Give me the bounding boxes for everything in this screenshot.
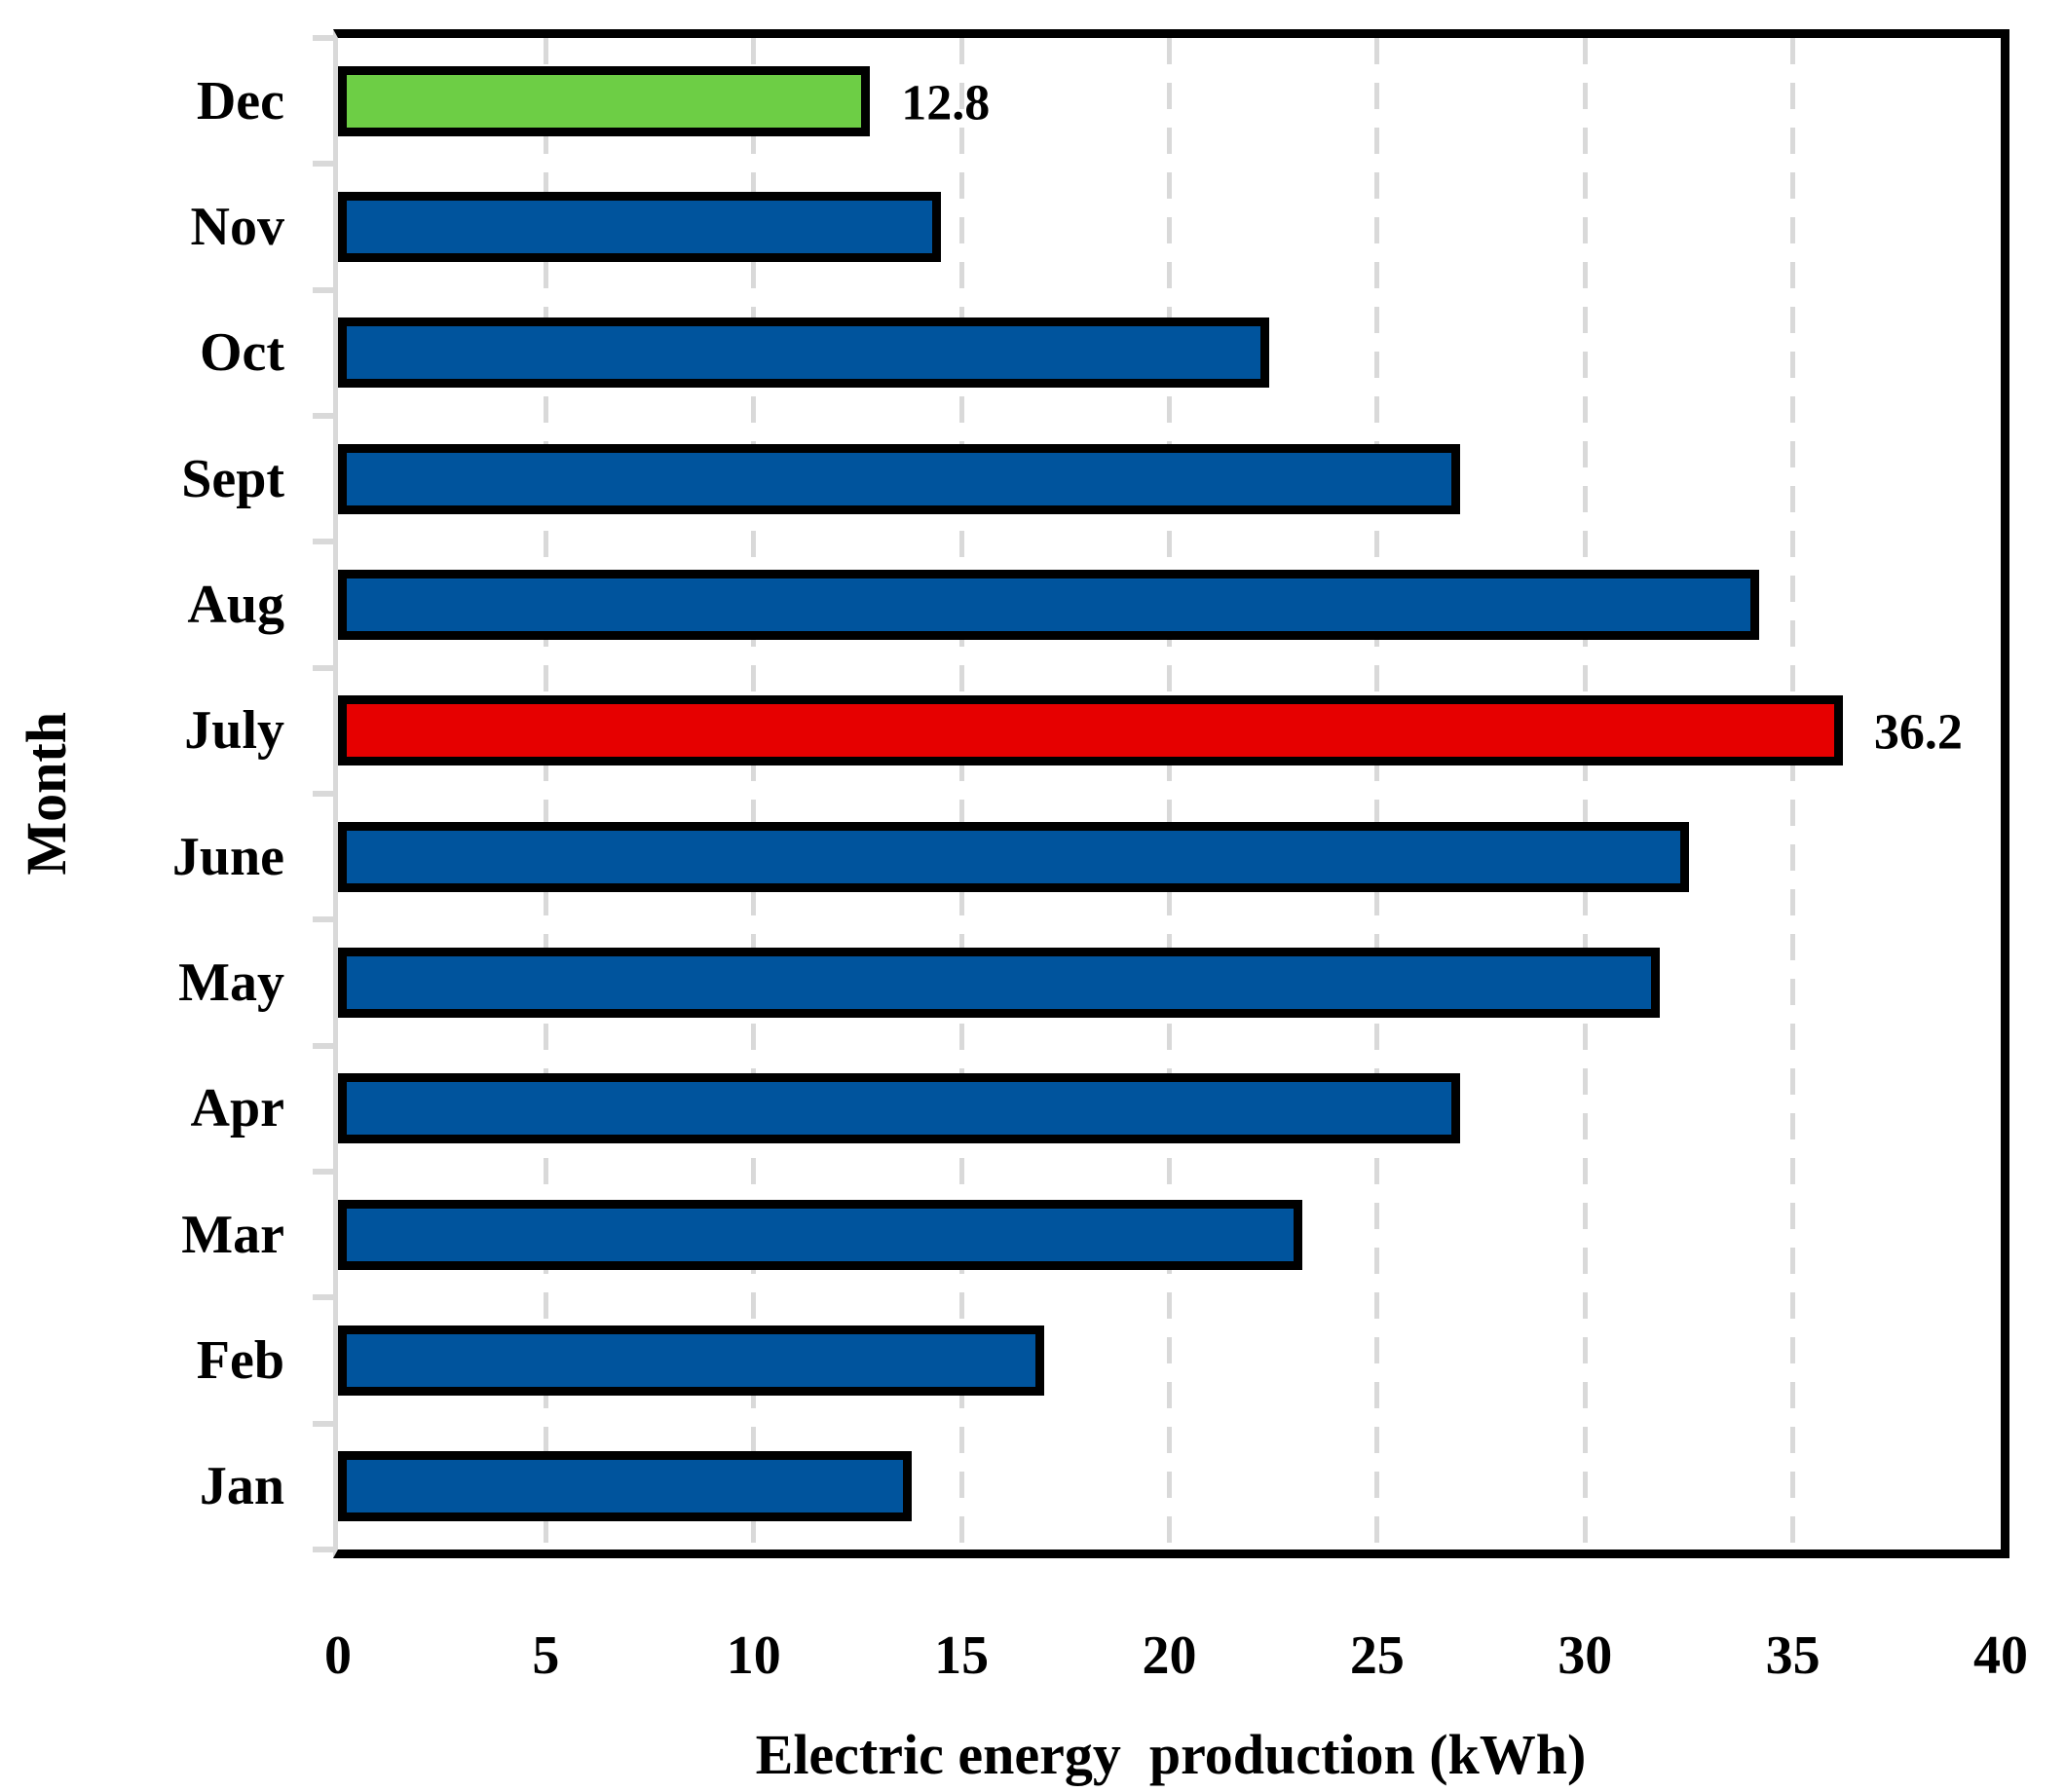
y-category-label-mar: Mar: [181, 1204, 284, 1265]
y-category-label-apr: Apr: [190, 1078, 284, 1139]
y-axis-tick: [313, 1420, 333, 1427]
bar-nov: [338, 192, 941, 262]
x-tick-label-5: 5: [532, 1625, 560, 1686]
y-category-label-sept: Sept: [181, 448, 284, 509]
y-axis-tick: [313, 286, 333, 293]
bar-mar: [338, 1199, 1303, 1270]
y-axis-tick: [313, 916, 333, 923]
y-axis-tick: [313, 1547, 333, 1552]
x-tick-label-35: 35: [1765, 1625, 1821, 1686]
x-axis-title: Electric energy production (kWh): [755, 1723, 1587, 1786]
x-tick-label-30: 30: [1558, 1625, 1613, 1686]
y-axis-title-text: Month: [15, 712, 78, 876]
y-category-label-may: May: [178, 952, 284, 1013]
y-axis-tick: [313, 791, 333, 797]
bar-value-label-july: 36.2: [1873, 704, 1963, 761]
gridline-x-30: [1582, 38, 1588, 1549]
y-category-label-dec: Dec: [196, 70, 284, 131]
bar-may: [338, 948, 1661, 1018]
gridline-x-15: [958, 38, 964, 1549]
bar-sept: [338, 443, 1461, 514]
bar-aug: [338, 570, 1760, 640]
x-axis-tick-labels: 0 5 10 15 20 25 30 35 40: [0, 1624, 2065, 1702]
y-category-label-june: June: [171, 826, 284, 887]
y-category-label-oct: Oct: [199, 322, 284, 384]
y-axis-tick: [313, 664, 333, 671]
bar-value-label-dec: 12.8: [901, 75, 991, 131]
gridline-x-35: [1790, 38, 1796, 1549]
bar-jan: [338, 1451, 912, 1522]
x-tick-label-20: 20: [1142, 1625, 1197, 1686]
y-axis-title: Month: [14, 712, 79, 876]
bar-feb: [338, 1325, 1045, 1396]
y-axis-tick: [313, 539, 333, 545]
plot-area: 12.8 36.2: [313, 29, 2009, 1558]
y-axis-tick: [313, 413, 333, 419]
gridline-x-10: [751, 38, 757, 1549]
bar-oct: [338, 317, 1269, 389]
y-axis-tick: [313, 1294, 333, 1301]
y-category-label-jan: Jan: [199, 1456, 284, 1517]
y-category-label-feb: Feb: [196, 1330, 284, 1391]
y-axis-tick: [313, 1169, 333, 1175]
bar-apr: [338, 1073, 1461, 1144]
y-axis-tick: [313, 161, 333, 168]
y-axis-tick: [313, 1042, 333, 1049]
y-category-label-july: July: [184, 700, 284, 762]
x-tick-label-0: 0: [324, 1625, 352, 1686]
x-tick-label-25: 25: [1349, 1625, 1405, 1686]
x-tick-label-40: 40: [1973, 1625, 2028, 1686]
bar-july: [338, 695, 1843, 766]
gridline-x-5: [543, 38, 548, 1549]
bar-june: [338, 821, 1689, 892]
y-category-label-nov: Nov: [190, 197, 284, 257]
x-tick-label-10: 10: [726, 1625, 781, 1686]
y-axis-tick: [313, 35, 333, 41]
bar-dec: [338, 65, 871, 136]
y-category-label-aug: Aug: [187, 575, 284, 635]
gridline-x-25: [1374, 38, 1380, 1549]
gridline-x-20: [1167, 38, 1172, 1549]
x-tick-label-15: 15: [934, 1625, 990, 1686]
